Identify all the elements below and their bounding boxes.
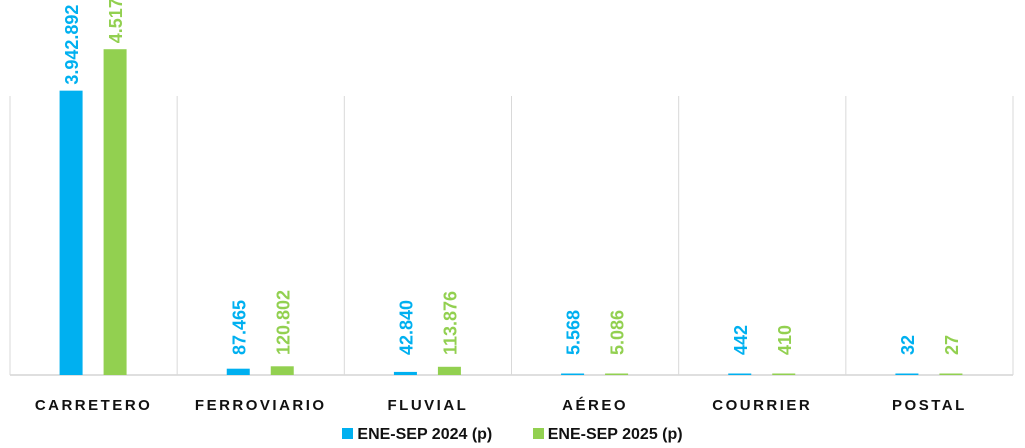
x-tick-label: CARRETERO	[35, 397, 153, 414]
bar-chart: CARRETERO 3.942.892 4.517.643 FERROVIARIO 87…	[9, 0, 1014, 414]
bar	[772, 373, 796, 375]
data-label: 87.465	[229, 300, 249, 355]
bar	[103, 49, 127, 376]
data-label: 5.086	[608, 310, 628, 355]
bar	[226, 368, 250, 375]
legend-item-2025: ENE-SEP 2025 (p)	[532, 426, 683, 444]
data-label: 410	[775, 325, 795, 355]
bar	[59, 90, 83, 375]
legend-label-2025: ENE-SEP 2025 (p)	[547, 426, 683, 443]
x-tick-label: POSTAL	[892, 397, 967, 414]
legend-swatch-2024	[342, 428, 354, 439]
bar	[561, 373, 585, 375]
bar	[393, 371, 417, 375]
data-label: 442	[731, 325, 751, 355]
legend-swatch-2025	[532, 428, 544, 439]
legend: ENE-SEP 2024 (p) ENE-SEP 2025 (p)	[0, 426, 1025, 444]
data-label: 3.942.892	[62, 5, 82, 85]
data-label: 113.876	[440, 291, 460, 355]
bar	[728, 373, 752, 375]
bar	[895, 373, 919, 375]
data-label: 5.568	[564, 310, 584, 355]
x-tick-label: COURRIER	[712, 397, 812, 414]
data-label: 120.802	[273, 290, 293, 355]
bar	[270, 366, 294, 375]
legend-label-2024: ENE-SEP 2024 (p)	[357, 426, 493, 443]
legend-item-2024: ENE-SEP 2024 (p)	[342, 426, 492, 444]
x-tick-label: AÉREO	[562, 397, 628, 414]
x-tick-label: FERROVIARIO	[195, 397, 327, 414]
bar	[605, 373, 629, 375]
x-tick-label: FLUVIAL	[388, 397, 469, 414]
data-label: 4.517.643	[106, 0, 126, 43]
data-label: 27	[942, 335, 962, 355]
data-label: 42.840	[396, 300, 416, 355]
data-label: 32	[898, 335, 918, 355]
bar	[939, 373, 963, 375]
bar	[437, 366, 461, 375]
